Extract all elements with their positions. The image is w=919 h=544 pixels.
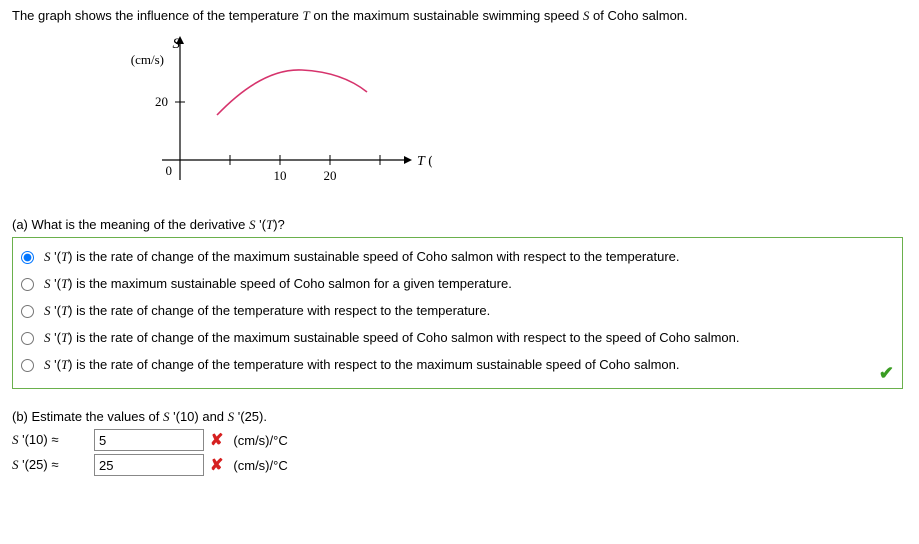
radio-option-4[interactable]: [21, 359, 34, 372]
part-a-prompt: (a) What is the meaning of the derivativ…: [12, 217, 907, 233]
option-4[interactable]: S '(T) is the rate of change of the temp…: [19, 357, 896, 373]
graph: 20 S (cm/s) 0 10 20 T (°C): [122, 30, 907, 203]
part-b-prompt: (b) Estimate the values of S '(10) and S…: [12, 409, 907, 425]
part-b-row-1: S '(25) ≈ ✘ (cm/s)/°C: [12, 454, 907, 476]
x-tick-20: 20: [324, 168, 337, 183]
option-0[interactable]: S '(T) is the rate of change of the maxi…: [19, 249, 896, 265]
radio-option-0[interactable]: [21, 251, 34, 264]
row0-input[interactable]: [94, 429, 204, 451]
option-0-text: S '(T) is the rate of change of the maxi…: [44, 249, 680, 265]
option-2[interactable]: S '(T) is the rate of change of the temp…: [19, 303, 896, 319]
radio-option-1[interactable]: [21, 278, 34, 291]
wrong-icon: ✘: [210, 430, 223, 450]
row1-lhs: S '(25) ≈: [12, 457, 92, 473]
option-2-text: S '(T) is the rate of change of the temp…: [44, 303, 490, 319]
option-4-text: S '(T) is the rate of change of the temp…: [44, 357, 680, 373]
x-tick-10: 10: [274, 168, 287, 183]
curve: [217, 70, 367, 115]
row0-lhs: S '(10) ≈: [12, 432, 92, 448]
row1-input[interactable]: [94, 454, 204, 476]
graph-svg: 20 S (cm/s) 0 10 20 T (°C): [122, 30, 432, 200]
x-axis-label: T (°C): [417, 154, 432, 169]
part-b-row-0: S '(10) ≈ ✘ (cm/s)/°C: [12, 429, 907, 451]
option-3[interactable]: S '(T) is the rate of change of the maxi…: [19, 330, 896, 346]
radio-option-3[interactable]: [21, 332, 34, 345]
y-tick-20: 20: [155, 94, 168, 109]
origin-label: 0: [166, 163, 173, 178]
option-3-text: S '(T) is the rate of change of the maxi…: [44, 330, 740, 346]
y-axis-label: S: [173, 36, 181, 52]
check-icon: ✔: [879, 363, 894, 384]
row0-unit: (cm/s)/°C: [233, 433, 287, 448]
radio-option-2[interactable]: [21, 305, 34, 318]
row1-unit: (cm/s)/°C: [233, 458, 287, 473]
intro-text: The graph shows the influence of the tem…: [12, 8, 907, 24]
wrong-icon: ✘: [210, 455, 223, 475]
part-a-options-box: S '(T) is the rate of change of the maxi…: [12, 237, 903, 389]
option-1[interactable]: S '(T) is the maximum sustainable speed …: [19, 276, 896, 292]
option-1-text: S '(T) is the maximum sustainable speed …: [44, 276, 512, 292]
y-axis-unit: (cm/s): [131, 52, 164, 67]
